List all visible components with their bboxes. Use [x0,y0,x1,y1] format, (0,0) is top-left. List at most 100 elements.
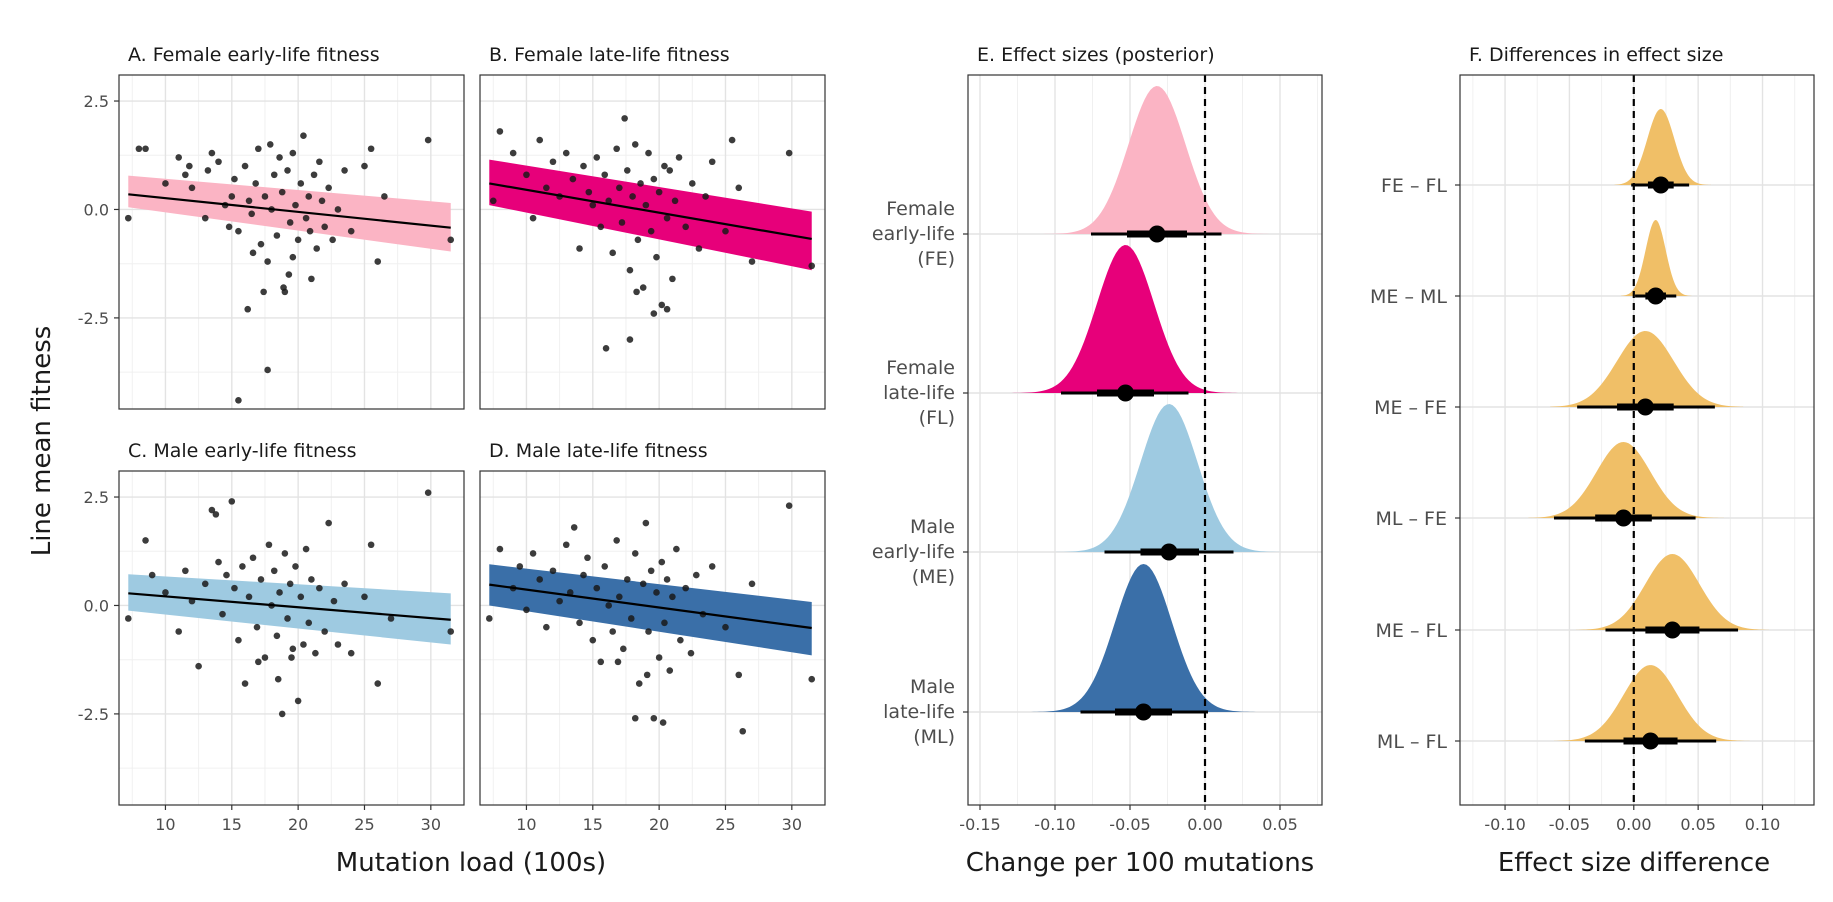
data-point [687,649,695,657]
data-point [549,158,557,166]
panel-d: D. Male late-life fitness 10 15 20 25 30 [479,440,826,834]
panel-title: E. Effect sizes (posterior) [977,44,1215,66]
category-label: ME – ML [1370,286,1447,308]
y-tick-label: -2.5 [78,705,109,724]
data-point [529,214,537,222]
data-point [570,524,578,531]
median-point [1117,384,1134,402]
data-point [675,154,683,161]
median-point [1663,621,1681,639]
data-point [631,550,639,557]
data-point [635,680,643,687]
data-point [671,197,679,205]
data-point [248,210,255,218]
data-point [374,680,382,687]
panel-title: F. Differences in effect size [1469,44,1723,66]
data-point [264,366,271,374]
data-point [424,136,432,144]
data-point [661,619,668,627]
panel-title: C. Male early-life fitness [128,440,357,462]
regression-line [128,193,451,229]
data-point [215,558,222,566]
data-point [361,593,368,601]
x-tick-label: -0.05 [1109,815,1150,834]
y-tick-label: 2.5 [84,92,109,111]
data-point [300,641,307,648]
y-tick-label: -2.5 [78,309,109,328]
data-point [659,719,667,726]
x-axis-label-left: Mutation load (100s) [336,848,606,878]
category-label: ME – FE [1374,397,1447,419]
data-point [639,580,647,588]
data-point [175,628,183,635]
data-point [225,223,233,231]
data-point [584,554,591,562]
data-point [658,301,666,309]
data-point [294,697,302,705]
data-point [489,197,497,205]
data-point [273,232,281,239]
data-point [235,397,242,404]
data-point [387,615,395,622]
data-point [609,628,616,635]
data-point [266,141,274,148]
data-point [653,253,660,261]
data-point [593,584,601,592]
data-point [330,597,338,605]
x-tick-label: 15 [222,815,242,834]
y-tick-label: 0.0 [84,200,109,219]
data-point [739,727,747,735]
data-point [633,288,640,296]
data-point [212,511,220,518]
data-point [601,563,609,570]
data-point [666,167,674,174]
x-tick-label: 25 [715,815,735,834]
data-point [597,223,605,231]
x-tick-label: -0.10 [1034,815,1075,834]
confidence-band [128,574,451,645]
data-point [645,149,652,157]
data-point [569,175,577,183]
data-point [601,171,609,179]
data-point [616,184,623,192]
data-point [201,214,209,222]
data-point [255,658,262,666]
category-label: early-life [872,541,955,563]
x-tick-label: -0.10 [1484,815,1525,834]
data-point [556,597,563,605]
data-point [661,162,668,170]
data-point [663,305,671,313]
data-point [623,167,631,174]
data-point [509,149,517,157]
data-point [613,537,620,544]
data-point [135,145,143,153]
data-point [182,171,189,179]
posterior-density [1008,245,1241,393]
data-point [361,162,368,170]
data-point [175,154,183,161]
data-point [182,567,189,575]
data-point [257,240,265,248]
data-point [655,654,663,661]
data-point [215,158,222,166]
y-tick-label: 0.0 [84,596,109,615]
x-tick-label: 20 [649,815,669,834]
data-point [645,628,652,635]
data-point [735,671,743,679]
data-point [447,628,455,635]
x-tick-label: 20 [288,815,308,834]
category-label: ME – FL [1376,620,1448,642]
data-point [663,214,671,222]
x-tick-label: 15 [583,815,603,834]
confidence-band [128,175,451,252]
data-point [647,227,655,235]
data-point [566,589,574,596]
data-point [284,167,291,174]
panel-title: D. Male late-life fitness [489,440,708,462]
data-point [294,236,302,244]
data-point [281,550,289,557]
data-point [124,615,132,622]
data-point [516,563,524,570]
data-point [280,284,287,291]
